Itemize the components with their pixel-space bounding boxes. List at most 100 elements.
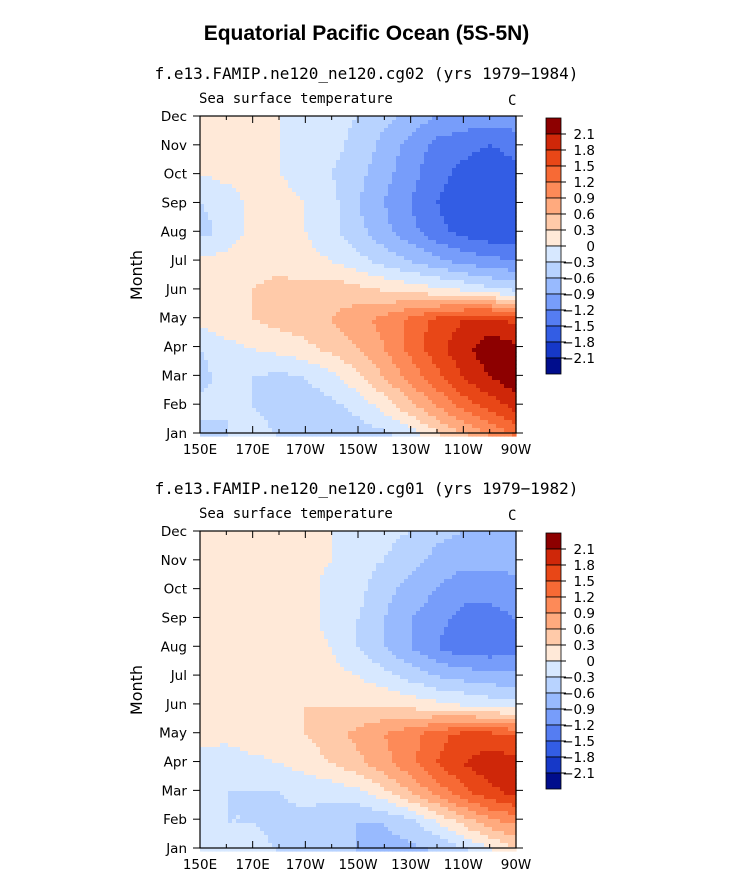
field-cell <box>404 136 409 141</box>
field-cell <box>256 304 261 309</box>
field-cell <box>352 156 357 161</box>
field-cell <box>328 140 333 145</box>
field-cell <box>496 352 501 357</box>
field-cell <box>268 280 273 285</box>
field-cell <box>420 184 425 189</box>
field-cell <box>348 304 353 309</box>
field-cell <box>316 268 321 273</box>
field-cell <box>268 344 273 349</box>
field-cell <box>364 332 369 337</box>
field-cell <box>212 236 217 241</box>
field-cell <box>496 140 501 145</box>
field-cell <box>280 168 285 173</box>
field-cell <box>320 148 325 153</box>
field-cell <box>460 292 465 297</box>
field-cell <box>472 344 477 349</box>
field-cell <box>200 164 205 169</box>
field-cell <box>344 328 349 333</box>
field-cell <box>400 360 405 365</box>
field-cell <box>484 220 489 225</box>
field-cell <box>216 136 221 141</box>
field-cell <box>440 268 445 273</box>
field-cell <box>236 168 241 173</box>
field-cell <box>360 196 365 201</box>
field-cell <box>452 156 457 161</box>
field-cell <box>368 200 373 205</box>
field-cell <box>376 120 381 125</box>
field-cell <box>340 180 345 185</box>
field-cell <box>252 152 257 157</box>
field-cell <box>364 304 369 309</box>
field-cell <box>364 128 369 133</box>
field-cell <box>380 220 385 225</box>
field-cell <box>284 296 289 301</box>
field-cell <box>512 192 517 197</box>
field-cell <box>244 148 249 153</box>
field-cell <box>236 292 241 297</box>
field-cell <box>432 152 437 157</box>
field-cell <box>200 180 205 185</box>
field-cell <box>240 308 245 313</box>
field-cell <box>424 168 429 173</box>
field-cell <box>364 312 369 317</box>
field-cell <box>336 288 341 293</box>
field-cell <box>492 304 497 309</box>
field-cell <box>412 184 417 189</box>
field-cell <box>204 204 209 209</box>
field-cell <box>416 288 421 293</box>
field-cell <box>440 244 445 249</box>
field-cell <box>224 328 229 333</box>
field-cell <box>460 300 465 305</box>
field-cell <box>448 144 453 149</box>
field-cell <box>508 164 513 169</box>
field-cell <box>380 180 385 185</box>
field-cell <box>444 164 449 169</box>
field-cell <box>400 196 405 201</box>
field-cell <box>304 232 309 237</box>
field-cell <box>452 128 457 133</box>
field-cell <box>292 228 297 233</box>
field-cell <box>284 132 289 137</box>
field-cell <box>460 128 465 133</box>
field-cell <box>212 240 217 245</box>
field-cell <box>444 324 449 329</box>
field-cell <box>380 360 385 365</box>
field-cell <box>504 212 509 217</box>
field-cell <box>508 188 513 193</box>
field-cell <box>228 296 233 301</box>
field-cell <box>496 256 501 261</box>
field-cell <box>416 336 421 341</box>
field-cell <box>376 336 381 341</box>
field-cell <box>332 268 337 273</box>
field-cell <box>340 324 345 329</box>
field-cell <box>252 216 257 221</box>
field-cell <box>428 360 433 365</box>
field-cell <box>280 288 285 293</box>
field-cell <box>252 120 257 125</box>
field-cell <box>320 316 325 321</box>
field-cell <box>488 248 493 253</box>
field-cell <box>300 348 305 353</box>
field-cell <box>456 244 461 249</box>
field-cell <box>236 308 241 313</box>
field-cell <box>208 180 213 185</box>
field-cell <box>316 264 321 269</box>
field-cell <box>476 324 481 329</box>
field-cell <box>388 264 393 269</box>
field-cell <box>380 152 385 157</box>
field-cell <box>348 160 353 165</box>
field-cell <box>260 300 265 305</box>
field-cell <box>492 236 497 241</box>
field-cell <box>360 124 365 129</box>
field-cell <box>224 252 229 257</box>
field-cell <box>280 164 285 169</box>
field-cell <box>388 252 393 257</box>
field-cell <box>436 340 441 345</box>
field-cell <box>260 320 265 325</box>
field-cell <box>288 188 293 193</box>
field-cell <box>268 216 273 221</box>
field-cell <box>436 212 441 217</box>
field-cell <box>448 192 453 197</box>
field-cell <box>240 340 245 345</box>
field-cell <box>264 200 269 205</box>
